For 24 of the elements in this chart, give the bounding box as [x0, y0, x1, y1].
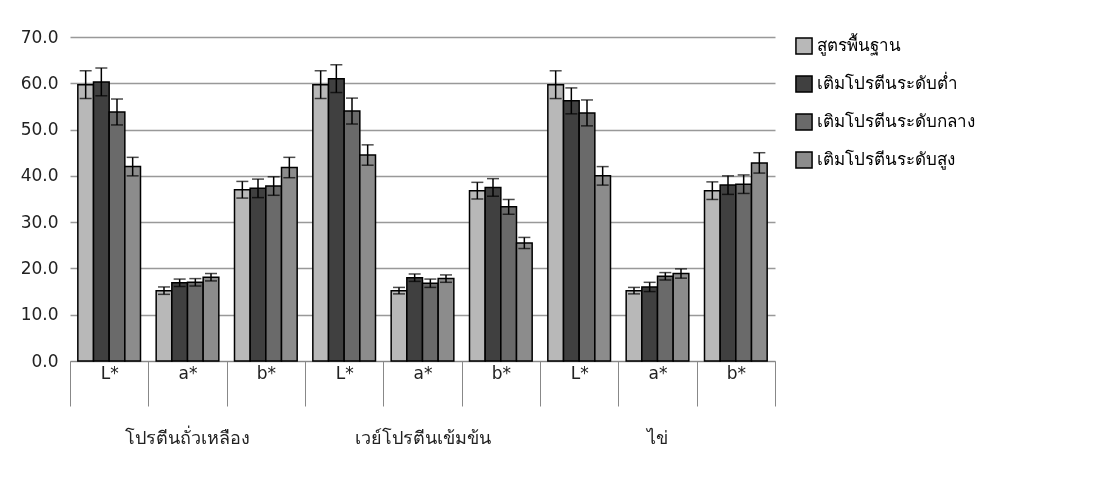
x-tick-label: a*	[413, 362, 433, 383]
x-tick-label: b*	[726, 362, 746, 383]
x-tick-label: L*	[100, 362, 119, 383]
y-tick-label: 40.0	[20, 165, 59, 186]
y-tick-label: 50.0	[20, 119, 59, 140]
text: โปรตีนถั่วเหลือง	[125, 425, 250, 448]
legend-label: สูตรพื้นฐาน	[817, 33, 901, 56]
x-tick-label: L*	[570, 362, 589, 383]
y-tick-label: 70.0	[20, 26, 59, 47]
text: เวย์โปรตีนเข้มข้น	[354, 427, 491, 448]
x-tick-label: b*	[491, 362, 511, 383]
y-tick-label: 10.0	[20, 304, 59, 325]
text: ไข่	[645, 427, 668, 448]
y-tick-label: 0.0	[31, 350, 59, 371]
x-tick-label: a*	[178, 362, 198, 383]
legend-label: เติมโปรตีนระดับต่ำ	[817, 71, 958, 93]
x-tick-label: b*	[256, 362, 276, 383]
y-tick-label: 30.0	[20, 211, 59, 232]
legend-label: เติมโปรตีนระดับสูง	[817, 149, 955, 170]
x-tick-label: a*	[648, 362, 668, 383]
y-tick-label: 20.0	[20, 257, 59, 278]
x-tick-label: L*	[335, 362, 354, 383]
y-tick-label: 60.0	[20, 72, 59, 93]
legend-label: เติมโปรตีนระดับกลาง	[817, 111, 975, 131]
